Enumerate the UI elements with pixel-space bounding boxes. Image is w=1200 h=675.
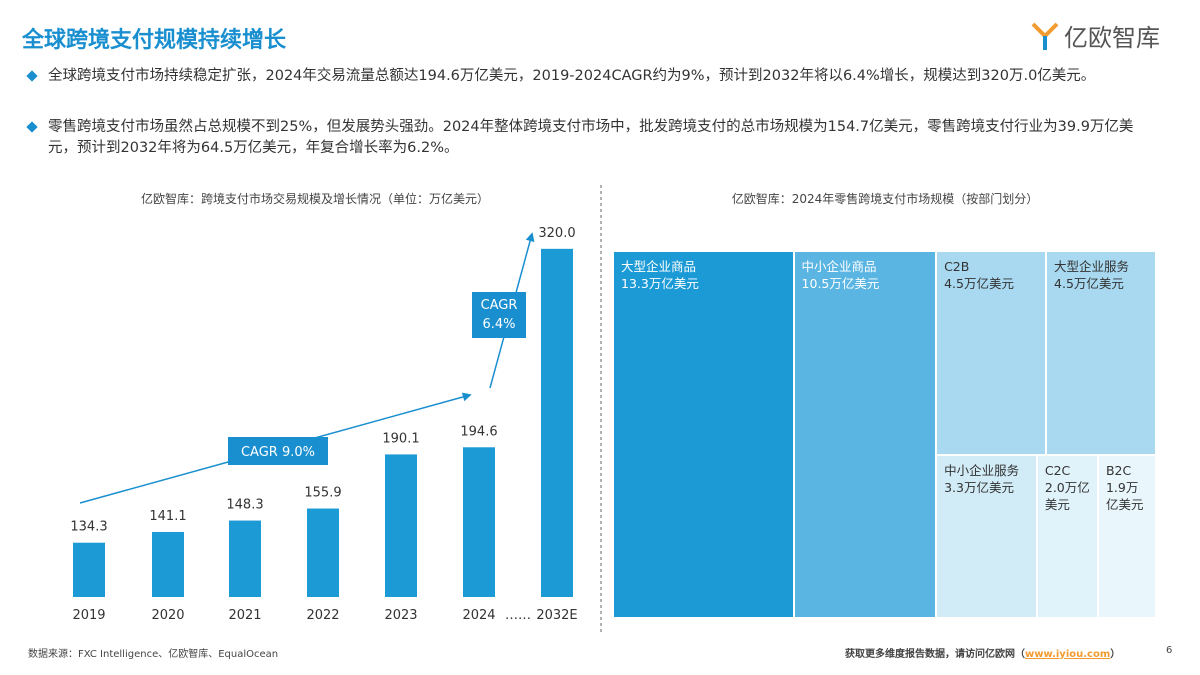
cell-name: B2C [1105, 462, 1132, 478]
logo: 亿欧智库 [1030, 18, 1160, 53]
x-tick-label: 2024 [462, 608, 495, 623]
bar [307, 508, 339, 597]
annotation-box [228, 437, 328, 465]
logo-text: 亿欧智库 [1064, 24, 1160, 52]
source: 数据来源：FXC Intelligence、亿欧智库、EqualOcean [28, 649, 279, 660]
value-label: 148.3 [226, 498, 263, 513]
value-label: 141.1 [149, 509, 186, 524]
cell-value: 1.9万亿美元 [1105, 479, 1144, 512]
bar [229, 520, 261, 597]
x-tick-label: 2022 [306, 608, 339, 623]
page-title: 全球跨境支付规模持续增长 [22, 28, 287, 53]
footer-text: 获取更多维度报告数据，请访问亿欧网（ [845, 649, 1025, 660]
treemap-cell: C2B 4.5万亿美元 [936, 251, 1047, 455]
cell-value: 13.3万亿美元 [621, 276, 699, 291]
cell-value: 10.5万亿美元 [801, 276, 880, 291]
cell-value: 2.0万亿美元 [1044, 479, 1090, 512]
bar [385, 454, 417, 597]
value-label: 194.6 [460, 424, 497, 439]
x-tick-label: 2021 [228, 608, 261, 623]
cell-value: 4.5万亿美元 [1054, 276, 1124, 291]
treemap-cell: 大型企业商品 13.3万亿美元 [613, 251, 794, 618]
value-label: 320.0 [538, 226, 575, 241]
value-label: 190.1 [382, 431, 419, 446]
treemap-cell: C2C 2.0万亿美元 [1036, 454, 1098, 618]
value-label: 134.3 [70, 520, 107, 535]
treemap-cell: B2C 1.9万亿美元 [1097, 454, 1156, 618]
chart-title: 亿欧智库：2024年零售跨境支付市场规模（按部门划分） [732, 191, 1039, 206]
x-tick-label: 2019 [72, 608, 105, 623]
bar [541, 248, 573, 597]
axis-break: …… [505, 608, 531, 623]
page-number: 6 [1166, 645, 1173, 656]
annotation: CAGR [481, 298, 518, 313]
x-tick-label: 2032E [536, 608, 577, 623]
treemap-cell: 中小企业服务 3.3万亿美元 [936, 454, 1037, 618]
annotation-box [472, 292, 526, 338]
cell-value: 3.3万亿美元 [944, 479, 1014, 495]
treemap-cell: 大型企业服务 4.5万亿美元 [1046, 251, 1156, 455]
bullet: 全球跨境支付市场持续稳定扩张，2024年交易流量总额达194.6万亿美元，201… [48, 66, 1158, 87]
footer-note: 获取更多维度报告数据，请访问亿欧网（www.iyiou.com） [845, 645, 1120, 660]
x-tick-label: 2023 [384, 608, 417, 623]
value-label: 155.9 [304, 486, 341, 501]
cell-value: 4.5万亿美元 [944, 276, 1014, 291]
footer-link[interactable]: www.iyiou.com [1025, 649, 1111, 660]
chart-title: 亿欧智库：跨境支付市场交易规模及增长情况（单位：万亿美元） [141, 191, 489, 206]
annotation: CAGR 9.0% [241, 445, 315, 460]
cell-name: 大型企业服务 [1054, 259, 1130, 274]
treemap-cell: 中小企业商品 10.5万亿美元 [793, 251, 937, 618]
cell-name: 中小企业商品 [801, 259, 877, 274]
x-tick-label: 2020 [151, 608, 184, 623]
bullet: 零售跨境支付市场虽然占总规模不到25%，但发展势头强劲。2024年整体跨境支付市… [48, 117, 1158, 159]
cell-name: C2C [1044, 462, 1071, 478]
cell-name: C2B [944, 259, 970, 274]
bar [73, 542, 105, 597]
logo-icon [1031, 22, 1059, 50]
bar [152, 531, 184, 597]
cell-name: 中小企业服务 [944, 462, 1020, 478]
annotation: 6.4% [482, 317, 515, 332]
cell-name: 大型企业商品 [621, 259, 697, 274]
footer-text: ） [1110, 649, 1121, 660]
bar [463, 447, 495, 597]
